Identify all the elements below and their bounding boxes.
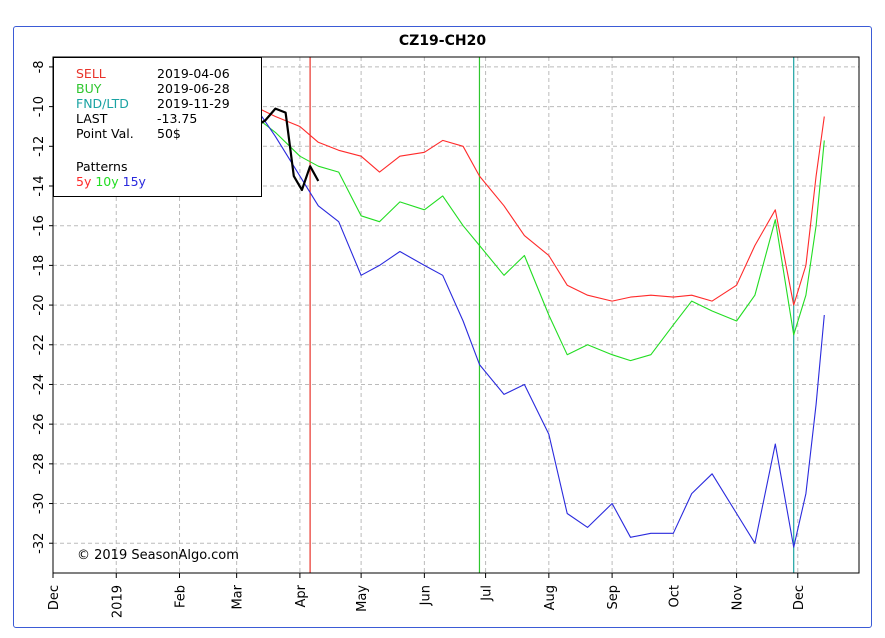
- pattern-10y: 10y: [95, 174, 119, 189]
- last-label: LAST: [76, 111, 108, 126]
- patterns-label: Patterns: [76, 159, 128, 174]
- y-tick-label: -18: [32, 255, 47, 276]
- y-tick-label: -30: [32, 493, 47, 514]
- y-axis: -8 -10 -12 -14 -16 -18 -20 -22 -24 -26 -28 -30 -32: [32, 60, 53, 554]
- x-tick-label: Feb: [174, 585, 189, 608]
- x-tick-label: May: [355, 585, 370, 612]
- sell-label: SELL: [76, 66, 106, 81]
- x-tick-label: Apr: [294, 584, 309, 607]
- copyright: © 2019 SeasonAlgo.com: [77, 548, 239, 563]
- buy-label: BUY: [76, 81, 102, 96]
- y-tick-label: -8: [32, 60, 47, 73]
- chart-title: CZ19-CH20: [398, 33, 487, 49]
- x-tick-label: Aug: [543, 585, 558, 610]
- fnd-label: FND/LTD: [76, 96, 129, 111]
- y-tick-label: -22: [32, 334, 47, 355]
- x-tick-label: Nov: [731, 585, 746, 611]
- y-tick-label: -24: [32, 374, 47, 395]
- pattern-5y: 5y: [76, 174, 92, 189]
- series-5y-line: [236, 96, 825, 306]
- series-10y-line: [236, 96, 825, 362]
- point-value: 50$: [157, 126, 181, 141]
- series-15y-line: [236, 86, 825, 548]
- patterns-legend: 5y 10y 15y: [76, 174, 146, 189]
- sell-date: 2019-04-06: [157, 66, 230, 81]
- y-tick-label: -20: [32, 294, 47, 315]
- fnd-date: 2019-11-29: [157, 96, 230, 111]
- y-tick-label: -10: [32, 96, 47, 117]
- y-tick-label: -12: [32, 136, 47, 157]
- y-tick-label: -14: [32, 175, 47, 196]
- point-value-label: Point Val.: [76, 126, 134, 141]
- x-tick-label: 2019: [110, 585, 125, 618]
- x-tick-label: Oct: [667, 585, 682, 607]
- pattern-15y: 15y: [122, 174, 146, 189]
- x-tick-label: Jul: [480, 585, 495, 602]
- buy-date: 2019-06-28: [157, 81, 230, 96]
- x-tick-label: Dec: [792, 585, 807, 610]
- series: [235, 86, 825, 548]
- y-tick-label: -16: [32, 215, 47, 236]
- date-markers: [309, 57, 795, 573]
- x-axis: Dec 2019 Feb Mar Apr May Jun Jul Aug Sep Oct Nov Dec: [47, 573, 807, 618]
- x-tick-label: Jun: [418, 585, 433, 606]
- x-tick-label: Mar: [231, 584, 246, 609]
- y-tick-label: -32: [32, 533, 47, 554]
- y-tick-label: -28: [32, 453, 47, 474]
- legend-box: SELL 2019-04-06 BUY 2019-06-28 FND/LTD 2…: [53, 57, 262, 197]
- y-tick-label: -26: [32, 414, 47, 435]
- x-tick-label: Dec: [47, 585, 62, 610]
- x-tick-label: Sep: [606, 585, 621, 610]
- plot-border: [52, 56, 860, 574]
- last-value: -13.75: [157, 111, 198, 126]
